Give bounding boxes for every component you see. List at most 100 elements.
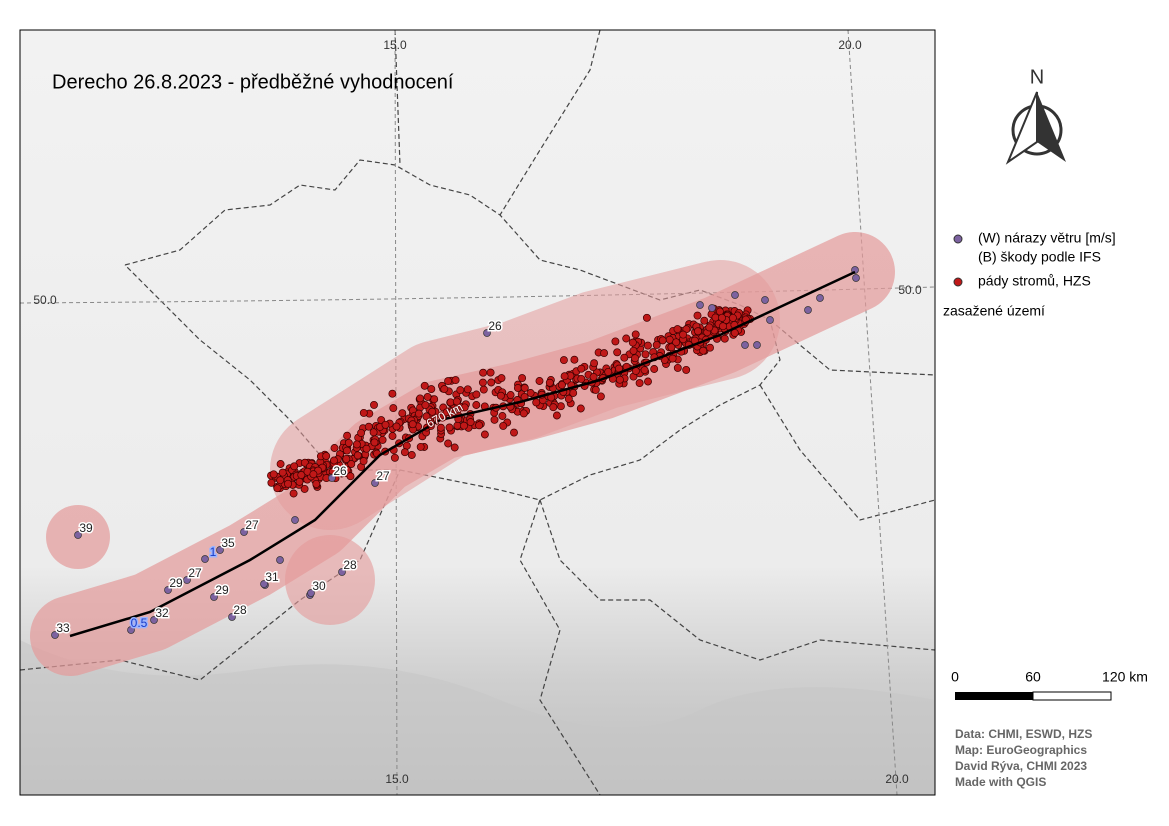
tree-fall-point [577, 364, 586, 373]
tree-fall-point [392, 422, 401, 431]
legend-item: (W) nárazy větru [m/s] [978, 230, 1116, 246]
tree-fall-point [644, 377, 652, 386]
tree-fall-point [330, 456, 338, 465]
wind-label: 1 [210, 545, 217, 559]
tree-fall-point [640, 366, 649, 375]
tree-fall-point [300, 484, 309, 493]
grid-label: 20.0 [885, 772, 909, 786]
tree-fall-point [498, 412, 507, 420]
wind-point [338, 568, 346, 576]
tree-fall-point [472, 401, 481, 409]
tree-fall-point [414, 409, 423, 418]
tree-fall-point [378, 435, 387, 444]
credit-line: Made with QGIS [955, 775, 1046, 789]
credit-line: David Rýva, CHMI 2023 [955, 759, 1087, 773]
tree-fall-point [519, 409, 528, 418]
tree-fall-point [604, 367, 613, 376]
tree-fall-point [590, 359, 599, 368]
tree-fall-point [445, 423, 454, 432]
tree-fall-point [518, 374, 527, 383]
tree-fall-point [295, 477, 304, 486]
tree-fall-point [267, 478, 276, 487]
tree-fall-point [430, 395, 439, 404]
tree-fall-point [635, 379, 644, 388]
tree-fall-point [370, 438, 379, 447]
tree-fall-point [427, 385, 436, 394]
wind-point [216, 546, 224, 554]
wind-point [852, 274, 860, 282]
wind-point [741, 341, 749, 349]
legend: (W) nárazy větru [m/s] (B) škody podle I… [943, 230, 1116, 319]
tree-fall-point [564, 394, 573, 403]
wind-point [127, 626, 135, 634]
tree-fall-point [679, 330, 688, 339]
tree-fall-point [388, 432, 397, 440]
legend-item: zasažené území [943, 303, 1045, 319]
tree-fall-point [444, 377, 453, 386]
tree-fall-point [456, 386, 465, 395]
scale-label: 60 [1025, 669, 1041, 685]
wind-label: 26 [488, 319, 502, 333]
north-label: N [1030, 66, 1044, 88]
tree-fall-point [629, 346, 638, 355]
tree-fall-point [478, 378, 487, 387]
tree-fall-point [545, 378, 554, 387]
tree-fall-point [728, 313, 737, 322]
tree-fall-point [400, 448, 409, 457]
tree-fall-point [278, 468, 287, 477]
tree-fall-point [673, 325, 682, 334]
wind-point [183, 576, 191, 584]
tree-fall-point [416, 394, 425, 403]
tree-fall-point [389, 404, 398, 413]
tree-fall-point [381, 420, 390, 429]
tree-fall-point [719, 322, 727, 331]
tree-fall-point [694, 327, 702, 336]
tree-fall-point [591, 385, 600, 394]
tree-fall-point [506, 391, 515, 399]
tree-fall-point [557, 380, 566, 389]
credits: Data: CHMI, ESWD, HZS Map: EuroGeographi… [955, 727, 1092, 789]
wind-point [696, 301, 704, 309]
tree-fall-point [416, 442, 425, 451]
tree-fall-point [362, 444, 371, 453]
tree-fall-point [622, 334, 631, 343]
tree-fall-point [628, 338, 637, 347]
grid-labels: 15.0 20.0 15.0 20.0 50.0 50.0 [33, 38, 922, 786]
tree-fall-point [650, 365, 659, 373]
wind-label: 26 [333, 464, 347, 478]
wind-label: 28 [343, 558, 357, 572]
tree-fall-point [526, 389, 535, 397]
meridian-15 [394, 30, 398, 795]
tree-fall-point [496, 391, 505, 400]
tree-fall-points [261, 266, 860, 599]
wind-label: 28 [233, 603, 247, 617]
map-title: Derecho 26.8.2023 - předběžné vyhodnocen… [52, 71, 454, 93]
tree-fall-point [510, 428, 518, 437]
tree-fall-point [499, 421, 508, 430]
wind-point [164, 586, 172, 594]
tree-fall-point [643, 341, 652, 350]
meridian-20 [847, 30, 898, 795]
scale-segment [1032, 691, 1112, 701]
tree-fall-point [290, 462, 299, 471]
tree-fall-point [479, 385, 488, 394]
tree-fall-point [408, 420, 417, 429]
tree-fall-point [364, 422, 373, 431]
parallel-50 [20, 286, 935, 304]
tree-fall-point [369, 428, 378, 437]
scale-bar: 0 60 120 km [951, 669, 1148, 701]
tree-fall-point [423, 392, 432, 401]
tree-fall-point [652, 340, 661, 349]
tree-fall-point [420, 381, 429, 390]
tree-fall-point [682, 365, 691, 374]
tree-fall-point [720, 334, 729, 343]
wind-point [240, 528, 248, 536]
wind-point [51, 631, 59, 639]
tree-fall-point [615, 375, 624, 384]
tree-fall-point [560, 372, 569, 381]
wind-label: 0.5 [131, 616, 148, 630]
tree-fall-point [589, 373, 598, 381]
tree-fall-point [570, 355, 579, 364]
